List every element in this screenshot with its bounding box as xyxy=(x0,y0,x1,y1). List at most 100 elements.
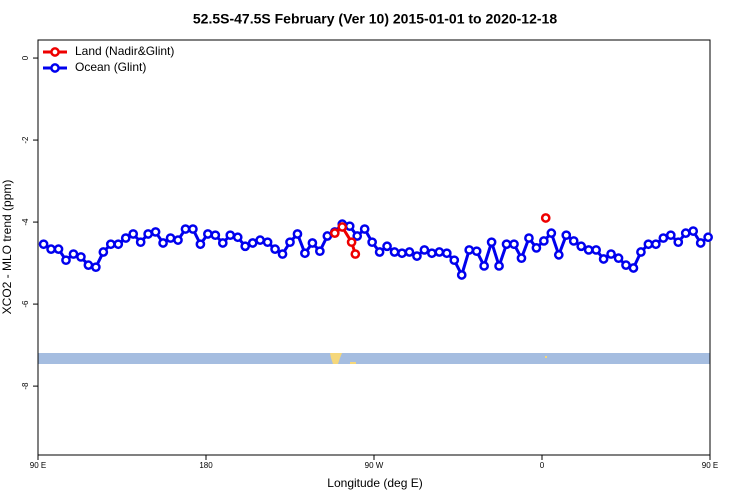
data-point xyxy=(210,230,221,241)
data-point xyxy=(524,233,534,243)
data-point xyxy=(658,233,669,243)
data-point xyxy=(322,231,333,241)
x-tick-label: 0 xyxy=(540,461,545,470)
data-point xyxy=(419,245,430,255)
data-point xyxy=(621,260,631,270)
x-tick-label: 90 W xyxy=(365,461,384,470)
data-point xyxy=(449,255,460,266)
data-point xyxy=(606,249,616,259)
data-point xyxy=(509,239,519,250)
data-point xyxy=(412,251,422,261)
data-point xyxy=(494,261,504,271)
data-point xyxy=(285,237,295,248)
data-point xyxy=(539,236,549,246)
data-point xyxy=(329,228,340,238)
data-point xyxy=(643,239,654,250)
land-patch xyxy=(545,356,547,358)
y-tick-label: -4 xyxy=(21,218,30,226)
data-point xyxy=(83,260,94,270)
data-point xyxy=(292,229,303,239)
data-point xyxy=(91,262,101,273)
data-point xyxy=(46,244,56,254)
data-point xyxy=(591,245,601,255)
data-point xyxy=(636,247,646,257)
data-point xyxy=(382,241,392,252)
data-point xyxy=(680,228,691,238)
data-point xyxy=(165,233,176,243)
data-point xyxy=(471,246,482,257)
data-point xyxy=(195,239,206,250)
data-point xyxy=(344,221,355,232)
data-point xyxy=(501,239,512,250)
data-point xyxy=(307,238,318,248)
x-tick-label: 90 E xyxy=(702,461,718,470)
x-tick-label: 180 xyxy=(199,461,213,470)
data-point xyxy=(76,252,86,262)
data-point xyxy=(389,247,400,257)
data-point xyxy=(441,248,452,259)
data-point xyxy=(546,228,557,238)
data-point xyxy=(61,255,71,266)
data-point xyxy=(53,244,64,254)
data-point xyxy=(404,247,415,257)
legend-label: Ocean (Glint) xyxy=(75,60,146,74)
data-point xyxy=(576,241,587,252)
data-point xyxy=(225,230,236,241)
legend-marker xyxy=(50,63,60,73)
x-tick-label: 90 E xyxy=(30,461,46,470)
data-point xyxy=(240,241,251,252)
data-point xyxy=(188,224,198,234)
data-point xyxy=(173,235,183,245)
data-point xyxy=(583,245,594,255)
data-point xyxy=(255,235,265,245)
data-point xyxy=(247,238,258,248)
data-point xyxy=(203,229,213,239)
data-point xyxy=(651,239,661,250)
data-point xyxy=(628,263,639,273)
data-point xyxy=(516,253,527,264)
data-point xyxy=(434,247,445,257)
data-point xyxy=(561,230,572,241)
data-point xyxy=(300,248,310,259)
data-point xyxy=(540,213,551,223)
data-point xyxy=(397,248,407,259)
data-point xyxy=(456,270,467,280)
data-point xyxy=(531,243,542,253)
data-point xyxy=(350,249,361,259)
data-point xyxy=(143,229,153,239)
data-point xyxy=(598,254,609,264)
land-patch xyxy=(350,362,356,364)
data-point xyxy=(128,229,139,239)
data-point xyxy=(479,261,489,271)
data-point xyxy=(262,237,273,248)
land-patch xyxy=(330,353,342,364)
y-axis-label: XCO2 - MLO trend (ppm) xyxy=(0,180,14,315)
data-point xyxy=(703,232,713,243)
data-point xyxy=(673,237,684,248)
ocean-strip xyxy=(38,353,710,364)
y-tick-label: -2 xyxy=(21,136,30,144)
data-point xyxy=(98,247,109,257)
y-tick-label: -8 xyxy=(21,382,30,390)
data-point xyxy=(486,237,497,248)
data-point xyxy=(270,244,280,254)
data-point xyxy=(217,238,228,248)
data-point xyxy=(232,232,243,243)
data-point xyxy=(68,249,79,259)
data-point xyxy=(158,238,168,248)
data-point xyxy=(277,249,288,259)
data-point xyxy=(374,247,385,257)
legend-label: Land (Nadir&Glint) xyxy=(75,44,174,58)
land-mask-strip xyxy=(38,353,710,364)
data-point xyxy=(120,233,131,243)
y-tick-label: -6 xyxy=(21,300,30,308)
chart-title: 52.5S-47.5S February (Ver 10) 2015-01-01… xyxy=(193,11,557,27)
data-point xyxy=(367,237,377,248)
y-tick-label: 0 xyxy=(21,55,30,60)
data-point xyxy=(38,239,49,250)
data-point xyxy=(105,239,116,250)
data-point xyxy=(568,236,579,246)
data-point xyxy=(113,239,124,250)
data-point xyxy=(135,237,146,248)
